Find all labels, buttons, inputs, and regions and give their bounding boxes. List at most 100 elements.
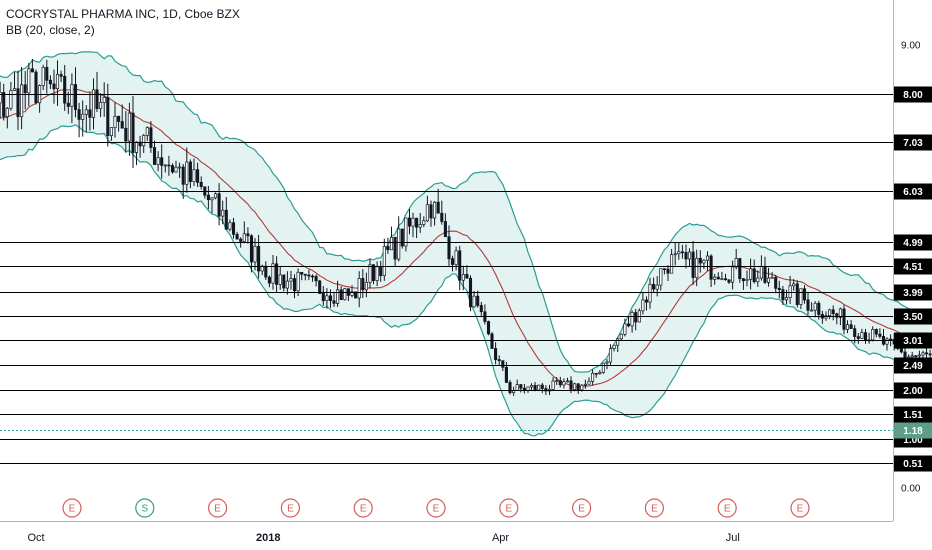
- candle-body: [644, 299, 649, 303]
- candle-body: [307, 274, 311, 277]
- candle-body: [221, 209, 225, 217]
- candle-body: [106, 97, 110, 136]
- event-badge-label: E: [214, 504, 221, 515]
- candle-body: [393, 236, 397, 260]
- candle-body: [781, 289, 785, 301]
- candle-body: [117, 115, 121, 122]
- candle-body: [196, 169, 200, 183]
- level-price-label: 2.49: [903, 361, 923, 372]
- candle-body: [59, 74, 63, 77]
- candle-body: [734, 258, 738, 268]
- candle-body: [465, 274, 469, 279]
- event-badge: [571, 498, 592, 518]
- candle-body: [285, 280, 289, 289]
- y-tick-label: 9.00: [901, 41, 921, 52]
- candle-body: [73, 84, 78, 110]
- candle-body: [565, 380, 570, 383]
- candle-body: [619, 333, 623, 340]
- candle-body: [705, 255, 710, 261]
- candle-body: [756, 277, 760, 283]
- candle-body: [795, 283, 799, 305]
- candle-body: [497, 359, 501, 362]
- level-price-label: 3.50: [903, 312, 923, 323]
- candle-body: [612, 344, 616, 349]
- candle-body: [303, 273, 307, 276]
- indicator-label: BB (20, close, 2): [6, 23, 95, 37]
- candle-body: [662, 268, 666, 271]
- candle-body: [9, 90, 13, 109]
- candle-body: [382, 246, 386, 276]
- event-badge-label: E: [433, 504, 440, 515]
- candle-body: [436, 201, 440, 214]
- event-badge-label: E: [505, 504, 512, 515]
- event-badge: [208, 498, 228, 518]
- candle-body: [784, 297, 789, 301]
- candle-body: [626, 323, 631, 327]
- candle-body: [842, 308, 846, 330]
- event-badge: [790, 498, 810, 518]
- candle-body: [124, 127, 128, 142]
- candle-body: [540, 384, 544, 389]
- candle-body: [257, 245, 261, 272]
- candle-body: [899, 348, 903, 353]
- candle-body: [235, 233, 239, 240]
- candle-body: [515, 384, 519, 391]
- level-price-label-bg: [894, 308, 932, 325]
- candle-body: [407, 217, 412, 227]
- candle-body: [752, 268, 756, 283]
- candle-body: [504, 366, 508, 383]
- candle-body: [817, 302, 821, 315]
- candle-body: [99, 102, 103, 109]
- candle-body: [903, 351, 907, 358]
- event-badge: [717, 498, 737, 518]
- candle-body: [246, 233, 250, 237]
- candle-body: [185, 161, 189, 185]
- candle-body: [12, 88, 17, 91]
- candle-body: [853, 328, 857, 337]
- current-price-label-bg: [894, 422, 932, 439]
- candle-body: [605, 361, 609, 364]
- candle-body: [203, 186, 207, 196]
- candle-body: [20, 84, 24, 118]
- level-price-label: 8.00: [903, 90, 923, 101]
- y-tick-label: 0.00: [901, 484, 921, 495]
- event-badge-label: E: [651, 504, 658, 515]
- candle-body: [720, 278, 724, 281]
- candle-body: [339, 289, 343, 301]
- candle-body: [368, 264, 372, 283]
- candle-body: [102, 97, 106, 103]
- candle-body: [278, 274, 282, 285]
- candle-body: [30, 68, 34, 73]
- candle-body: [874, 329, 878, 335]
- candle-body: [806, 299, 810, 311]
- candle-body: [745, 278, 749, 282]
- level-price-label-bg: [894, 332, 932, 349]
- level-price-label-bg: [894, 406, 932, 423]
- candle-body: [458, 250, 462, 281]
- candle-body: [45, 67, 49, 81]
- candle-body: [354, 291, 358, 299]
- candle-body: [641, 299, 645, 312]
- candle-body: [16, 88, 20, 118]
- candle-body: [300, 271, 304, 275]
- bollinger-upper-band: [0, 51, 932, 373]
- candle-body: [228, 222, 232, 230]
- candle-body: [680, 251, 684, 254]
- candle-body: [838, 308, 842, 318]
- candle-body: [835, 313, 839, 318]
- candle-body: [429, 204, 433, 219]
- candle-body: [181, 166, 185, 185]
- candle-body: [860, 332, 864, 339]
- candle-body: [914, 355, 918, 358]
- candle-body: [526, 386, 530, 391]
- candle-body: [759, 265, 763, 279]
- event-badge: [62, 498, 82, 518]
- candle-body: [361, 278, 365, 291]
- candle-body: [296, 271, 300, 292]
- candle-body: [357, 278, 361, 299]
- level-price-label: 3.01: [903, 336, 923, 347]
- candle-body: [332, 300, 336, 304]
- candle-body: [66, 102, 70, 107]
- candle-body: [5, 107, 9, 117]
